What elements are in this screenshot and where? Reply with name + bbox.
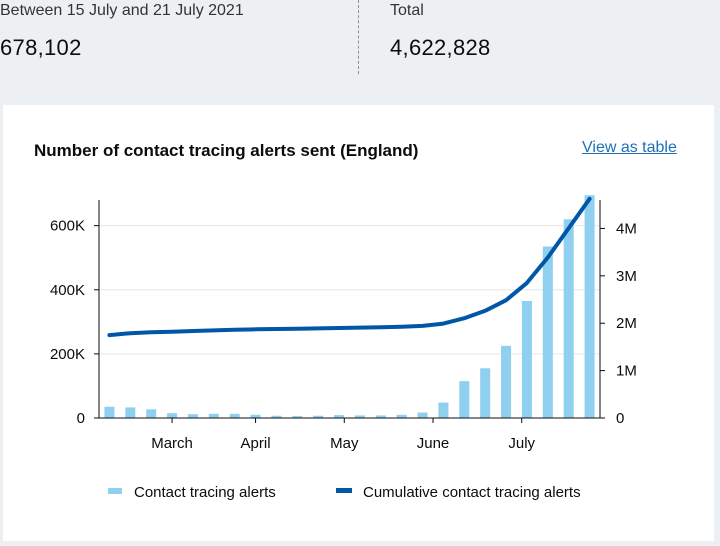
right-axis-tick-label: 4M — [616, 220, 637, 237]
right-axis-tick-label: 3M — [616, 268, 637, 285]
right-axis-tick-label: 1M — [616, 363, 637, 380]
bar — [584, 195, 595, 418]
chart-title: Number of contact tracing alerts sent (E… — [34, 141, 419, 160]
bar — [167, 413, 178, 418]
legend-line-label: Cumulative contact tracing alerts — [363, 484, 581, 501]
bar — [459, 381, 470, 418]
bar — [146, 409, 157, 418]
bar — [334, 415, 345, 418]
bar — [313, 415, 324, 418]
left-axis-tick-label: 200K — [50, 346, 85, 363]
summary-stats: Between 15 July and 21 July 2021 678,102… — [0, 0, 720, 100]
chart-card: Number of contact tracing alerts sent (E… — [3, 105, 714, 541]
left-axis-tick-label: 0 — [77, 410, 85, 427]
view-as-table-link[interactable]: View as table — [582, 139, 677, 156]
period-value: 678,102 — [0, 35, 82, 60]
bar — [229, 413, 240, 418]
bar — [375, 415, 386, 418]
bar — [104, 406, 115, 418]
bar — [250, 414, 261, 418]
x-axis-tick-label: June — [417, 435, 450, 452]
total-value: 4,622,828 — [390, 35, 491, 60]
bar — [354, 415, 365, 418]
bar — [563, 219, 574, 418]
legend-line-swatch — [336, 488, 352, 493]
bar — [480, 368, 491, 418]
bar — [187, 414, 198, 418]
stats-divider — [358, 0, 359, 74]
period-stat: Between 15 July and 21 July 2021 678,102 — [0, 0, 244, 61]
right-axis-tick-label: 2M — [616, 315, 637, 332]
bar — [542, 246, 553, 418]
x-axis-tick-label: March — [151, 435, 193, 452]
bar — [208, 413, 219, 418]
x-axis-tick-label: April — [241, 435, 271, 452]
period-label: Between 15 July and 21 July 2021 — [0, 2, 244, 19]
x-axis-tick-label: July — [508, 435, 535, 452]
bar — [125, 407, 136, 418]
bar — [271, 415, 282, 418]
bar — [521, 300, 532, 418]
total-label: Total — [390, 2, 424, 19]
legend-bars-swatch — [108, 488, 122, 494]
x-axis-tick-label: May — [330, 435, 359, 452]
bar — [417, 412, 428, 418]
bar — [396, 414, 407, 418]
right-axis-tick-label: 0 — [616, 410, 624, 427]
cumulative-line — [107, 196, 592, 338]
bar — [501, 345, 512, 418]
total-stat: Total 4,622,828 — [390, 0, 491, 61]
left-axis-tick-label: 600K — [50, 218, 85, 235]
bar — [438, 402, 449, 418]
left-axis-tick-label: 400K — [50, 282, 85, 299]
legend-bars-label: Contact tracing alerts — [134, 484, 276, 501]
bar — [292, 416, 303, 418]
